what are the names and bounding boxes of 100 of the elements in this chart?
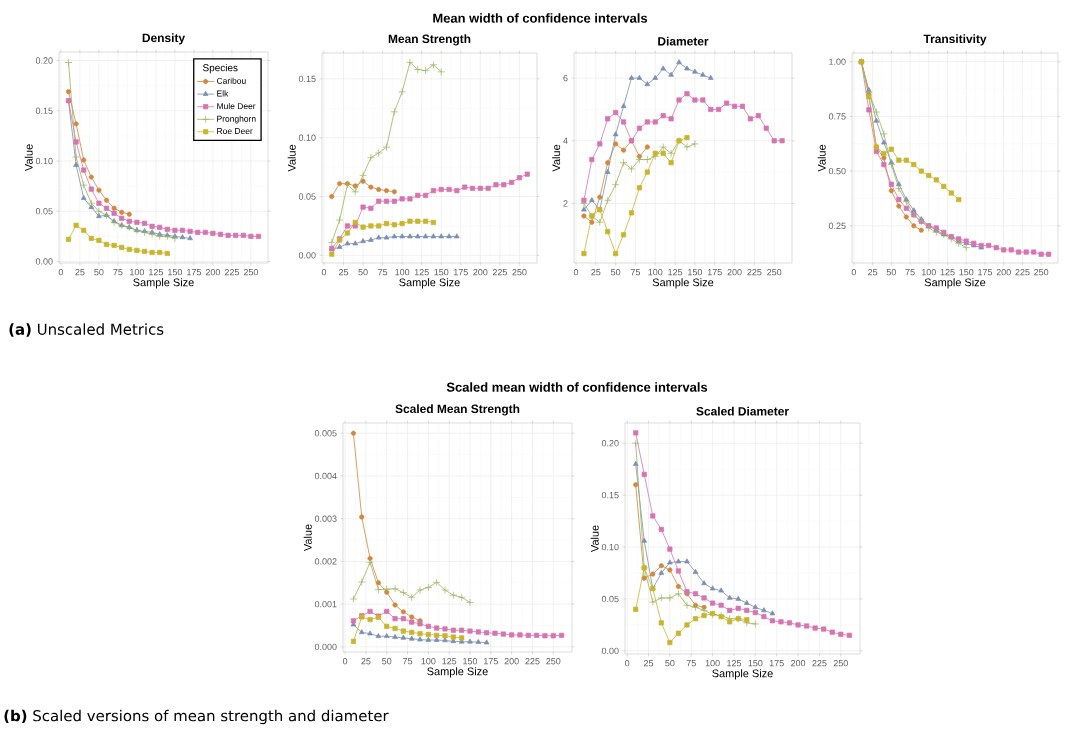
x-tick-label: 250	[767, 269, 782, 276]
x-axis-title: Sample Size	[924, 278, 986, 289]
x-tick-label: 25	[643, 660, 654, 667]
y-axis-title: Value	[303, 524, 312, 552]
x-tick-label: 200	[205, 269, 221, 276]
x-axis-title: Sample Size	[399, 278, 460, 289]
y-tick-label: 0.10	[298, 134, 316, 141]
x-tick-label: 250	[833, 660, 848, 667]
x-tick-label: 125	[414, 269, 429, 276]
y-tick-label: 0.75	[828, 113, 846, 120]
text: (a) Unscaled Metrics	[9, 323, 164, 337]
y-tick-label: 0.15	[298, 75, 316, 83]
x-tick-label: 200	[504, 658, 519, 665]
x-tick-label: 75	[686, 660, 696, 667]
x-tick-label: 175	[484, 658, 498, 665]
x-tick-label: 100	[705, 660, 720, 667]
x-tick-label: 150	[748, 660, 763, 667]
y-tick-label: 0.003	[314, 515, 337, 522]
x-tick-label: 125	[668, 269, 683, 276]
x-tick-label: 100	[395, 269, 410, 276]
text: Mean width of confidence intervals	[433, 13, 648, 23]
x-tick-label: 200	[791, 660, 806, 667]
x-tick-label: 50	[886, 269, 896, 276]
y-tick-label: 0.15	[601, 491, 619, 499]
y-axis-title: Value	[287, 144, 296, 172]
x-tick-label: 25	[338, 269, 349, 276]
x-tick-label: 125	[727, 660, 742, 667]
y-tick-label: 2	[563, 200, 568, 207]
y-tick-label: 6	[563, 74, 568, 82]
x-tick-label: 25	[75, 269, 85, 276]
y-tick-label: 0.00	[35, 258, 53, 265]
x-tick-label: 125	[149, 269, 163, 276]
chart-title: Scaled Mean Strength	[395, 404, 520, 416]
x-axis-title: Sample Size	[133, 278, 194, 289]
y-tick-label: 0.10	[35, 157, 53, 165]
x-axis-title: Sample Size	[427, 667, 488, 678]
y-tick-label: 0.05	[601, 595, 619, 603]
x-tick-label: 125	[442, 658, 457, 665]
x-tick-label: 0	[58, 269, 64, 276]
x-tick-label: 75	[403, 658, 413, 665]
x-tick-label: 75	[630, 269, 641, 276]
y-tick-label: 0.20	[601, 440, 619, 447]
y-tick-label: 0.00	[601, 647, 619, 655]
x-tick-label: 225	[492, 269, 507, 276]
y-axis-title: Value	[590, 525, 599, 553]
y-tick-label: 0.05	[298, 193, 316, 200]
x-tick-label: 50	[382, 658, 392, 665]
x-tick-label: 225	[224, 269, 239, 276]
x-tick-label: 0	[321, 269, 327, 276]
x-tick-label: 175	[707, 269, 722, 276]
y-tick-label: 0.15	[35, 107, 53, 114]
x-tick-label: 175	[978, 269, 993, 276]
x-tick-label: 175	[453, 269, 468, 276]
y-axis-title: Value	[552, 144, 561, 172]
x-tick-label: 200	[996, 269, 1011, 276]
legend-label: Elk	[217, 90, 229, 97]
legend-label: Pronghorn	[217, 115, 256, 124]
x-tick-label: 25	[868, 269, 878, 276]
x-tick-label: 75	[378, 269, 388, 276]
x-tick-label: 50	[94, 269, 104, 276]
y-tick-label: 0.005	[314, 430, 337, 437]
x-tick-label: 150	[434, 269, 449, 276]
x-tick-label: 225	[812, 660, 827, 667]
x-tick-label: 225	[747, 269, 762, 276]
chart-title: Density	[142, 33, 186, 45]
y-axis-title: Value	[817, 144, 826, 172]
legend-title: Species	[203, 63, 238, 74]
x-tick-label: 150	[168, 269, 183, 276]
legend-label: Roe Deer	[217, 128, 253, 135]
x-tick-label: 0	[342, 658, 348, 665]
x-tick-label: 0	[624, 660, 630, 667]
x-tick-label: 100	[922, 269, 936, 276]
x-tick-label: 0	[573, 269, 579, 276]
x-tick-label: 75	[113, 269, 123, 276]
x-tick-label: 0	[851, 269, 857, 276]
x-tick-label: 250	[546, 658, 561, 665]
x-tick-label: 75	[905, 269, 915, 276]
x-tick-label: 25	[591, 269, 601, 276]
y-tick-label: 0.05	[35, 208, 53, 215]
chart-title: Mean Strength	[388, 34, 471, 46]
text: Scaled mean width of confidence intervals	[446, 382, 708, 392]
legend-label: Caribou	[216, 77, 246, 84]
x-tick-label: 100	[421, 658, 436, 665]
x-tick-label: 225	[525, 658, 540, 665]
y-tick-label: 0.002	[314, 558, 337, 565]
x-tick-label: 200	[727, 269, 742, 276]
y-axis-title: Value	[24, 144, 33, 172]
legend-label: Mule Deer	[217, 102, 256, 110]
x-axis-title: Sample Size	[652, 278, 714, 289]
chart-title: Transitivity	[923, 34, 987, 46]
y-tick-label: 0.50	[828, 167, 846, 175]
x-tick-label: 50	[358, 269, 368, 276]
x-tick-label: 225	[1015, 269, 1030, 276]
x-tick-label: 100	[130, 269, 145, 276]
x-tick-label: 150	[688, 269, 703, 276]
y-tick-label: 0.20	[35, 57, 53, 64]
y-tick-label: 1.00	[829, 58, 846, 65]
text: (b) Scaled versions of mean strength and diameter	[4, 709, 389, 725]
y-tick-label: 0.001	[314, 600, 337, 608]
x-tick-label: 250	[512, 269, 527, 276]
